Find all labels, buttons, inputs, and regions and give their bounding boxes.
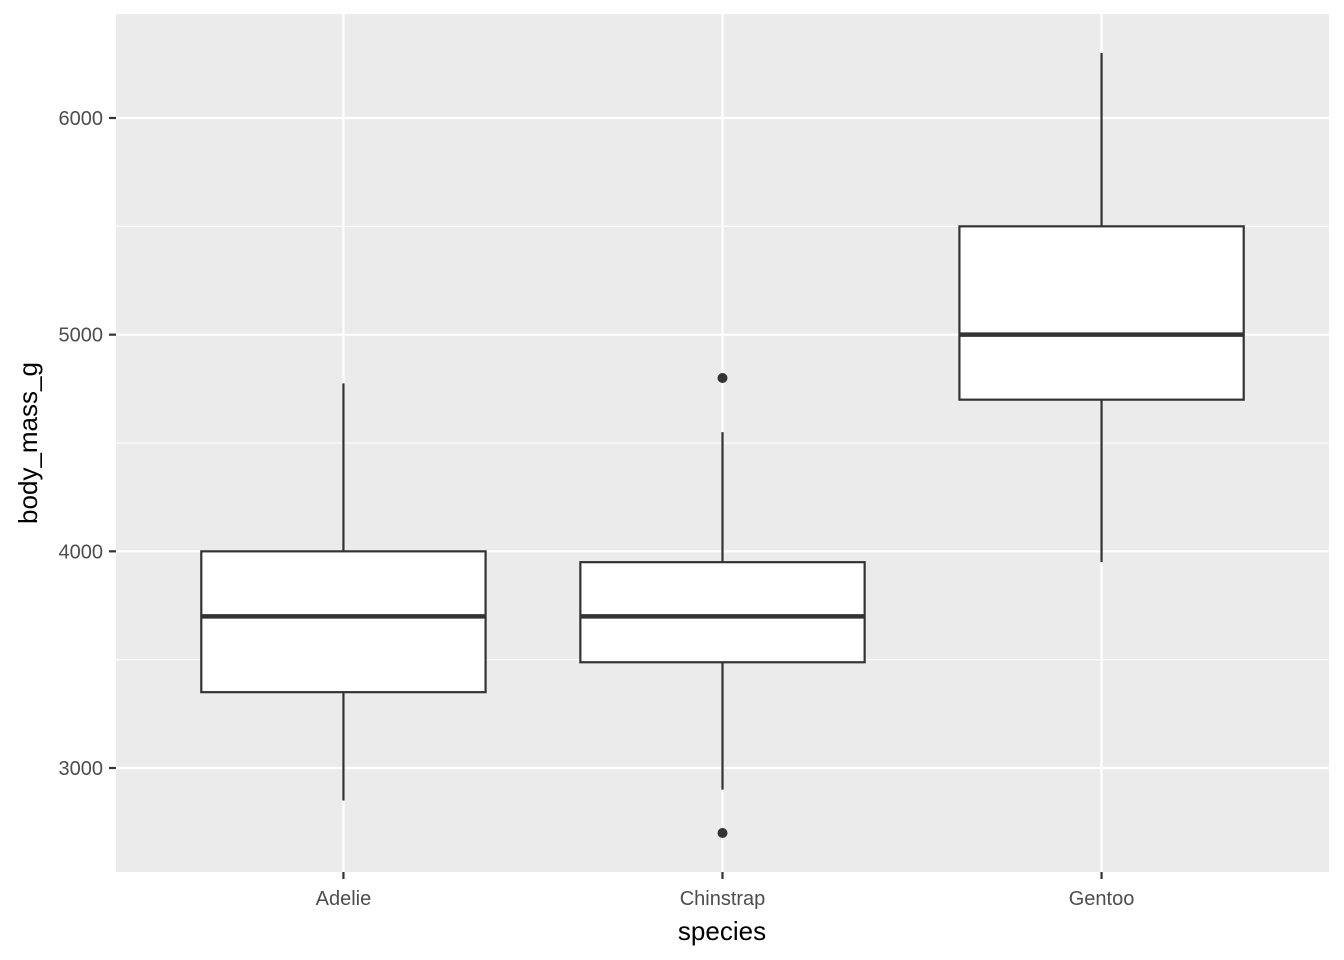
x-axis-title: species	[678, 916, 766, 946]
box-iqr	[579, 561, 866, 664]
x-tick-label: Adelie	[316, 888, 372, 910]
box-iqr	[958, 225, 1245, 401]
outlier-point	[717, 373, 728, 383]
boxes	[200, 53, 1245, 838]
box-chinstrap	[579, 373, 866, 838]
y-tick-label: 6000	[59, 108, 104, 130]
y-tick-label: 3000	[59, 758, 104, 780]
box-adelie	[200, 383, 487, 801]
y-tick-label: 4000	[59, 541, 104, 563]
y-axis-title: body_mass_g	[13, 362, 43, 524]
y-axis: 3000 4000 5000 6000	[59, 108, 116, 780]
x-tick-label: Chinstrap	[680, 888, 766, 910]
x-tick-label: Gentoo	[1069, 888, 1135, 910]
x-axis: Adelie Chinstrap Gentoo	[316, 872, 1135, 910]
outlier-point	[717, 828, 728, 838]
box-iqr	[200, 550, 487, 694]
box-gentoo	[958, 53, 1245, 563]
y-tick-label: 5000	[59, 325, 104, 347]
